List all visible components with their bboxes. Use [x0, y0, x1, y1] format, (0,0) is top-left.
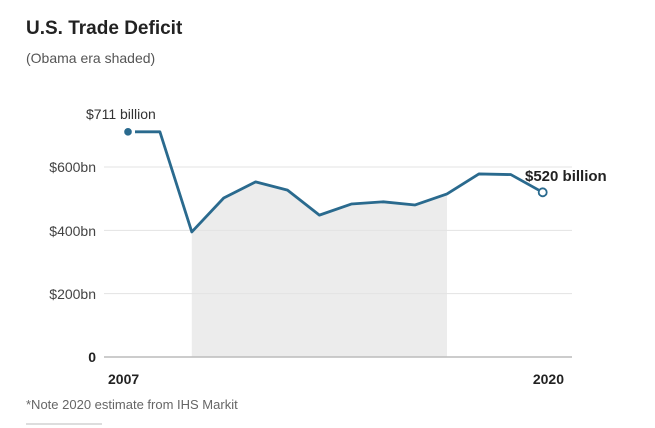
y-tick-label-0: 0: [88, 349, 96, 365]
data-point-2007: [124, 128, 132, 136]
y-tick-label-600: $600bn: [49, 159, 96, 175]
chart-subtitle: (Obama era shaded): [26, 50, 156, 66]
annotation-end: $520 billion: [525, 168, 607, 185]
footer-divider: [26, 423, 102, 425]
annotation-start: $711 billion: [86, 106, 156, 122]
y-tick-label-200: $200bn: [49, 286, 96, 302]
chart-title: U.S. Trade Deficit: [26, 18, 183, 39]
y-tick-label-400: $400bn: [49, 223, 96, 239]
trade-deficit-line: [135, 130, 544, 234]
data-point-2020: [537, 187, 548, 198]
obama-era-shade: [191, 181, 447, 357]
chart-note: *Note 2020 estimate from IHS Markit: [26, 397, 238, 412]
x-tick-label-2007: 2007: [108, 371, 139, 387]
x-tick-label-2020: 2020: [533, 371, 564, 387]
